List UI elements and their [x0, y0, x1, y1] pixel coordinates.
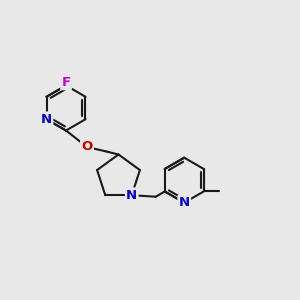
- Text: F: F: [61, 76, 70, 89]
- Text: O: O: [81, 140, 93, 154]
- Text: N: N: [41, 113, 52, 126]
- Text: N: N: [126, 189, 137, 202]
- Text: N: N: [179, 196, 190, 209]
